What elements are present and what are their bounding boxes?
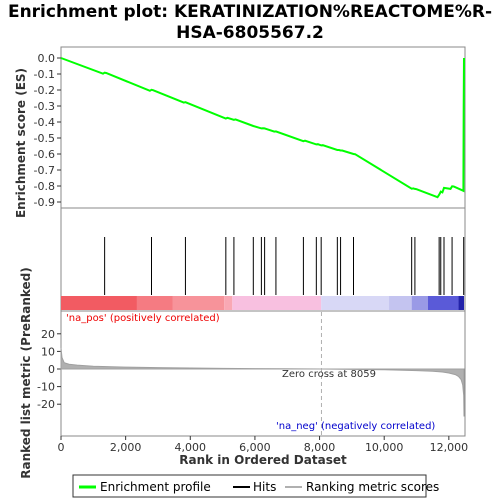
- color-bar-segment: [172, 296, 225, 310]
- es-y-tick-label: -0.9: [34, 196, 55, 209]
- chart-title-line-2: HSA-6805567.2: [176, 23, 324, 43]
- ranking-metric-area: [60, 347, 465, 417]
- ranked-plot-frame: [60, 310, 466, 437]
- color-bar-segment: [136, 296, 173, 310]
- es-y-tick-label: -0.7: [34, 164, 55, 177]
- rank-y-tick-label: 20: [41, 328, 55, 341]
- color-bar-segment: [389, 296, 412, 310]
- es-y-tick-label: -0.8: [34, 180, 55, 193]
- rank-x-tick-label: 10,000: [365, 441, 404, 454]
- rank-x-tick-label: 12,000: [430, 441, 469, 454]
- es-y-tick-label: -0.5: [34, 132, 55, 145]
- color-bar-segment: [427, 296, 459, 310]
- rank-x-tick-label: 8,000: [304, 441, 336, 454]
- es-y-tick-label: -0.4: [34, 116, 55, 129]
- color-bar-segment: [411, 296, 428, 310]
- legend-hits-label: Hits: [253, 480, 276, 494]
- es-y-axis-title: Enrichment score (ES): [14, 68, 28, 218]
- chart-title-line-1: Enrichment plot: KERATINIZATION%REACTOME…: [8, 2, 492, 22]
- legend: Enrichment profile Hits Ranking metric s…: [72, 474, 439, 498]
- es-y-tick-label: -0.2: [34, 84, 55, 97]
- es-y-tick-label: 0.0: [38, 52, 56, 65]
- color-bar-segment: [61, 296, 137, 310]
- zero-cross-label: Zero cross at 8059: [282, 369, 376, 380]
- positive-correlation-label: 'na_pos' (positively correlated): [66, 313, 220, 324]
- es-y-tick-label: -0.6: [34, 148, 55, 161]
- hits-panel: [60, 207, 466, 312]
- ranked-list-panel: 20 10 0 -10 -20 0 2,000 4,000 6,000 8,000 10,000 12…: [19, 267, 468, 479]
- color-bar-segment: [232, 296, 322, 310]
- enrichment-profile-line: [60, 57, 465, 199]
- color-bar-segment: [321, 296, 390, 310]
- legend-ranking-label: Ranking metric scores: [306, 480, 439, 494]
- rank-x-tick-label: 6,000: [239, 441, 271, 454]
- rank-x-tick-label: 0: [58, 441, 65, 454]
- rank-y-tick-label: 10: [41, 345, 55, 358]
- hits-plot-frame: [60, 207, 466, 312]
- es-y-tick-label: -0.3: [34, 100, 55, 113]
- negative-correlation-label: 'na_neg' (negatively correlated): [276, 421, 435, 432]
- rank-x-tick-label: 4,000: [175, 441, 207, 454]
- rank-x-axis-title: Rank in Ordered Dataset: [179, 453, 347, 467]
- color-bar-segment: [224, 296, 233, 310]
- es-y-tick-label: -0.1: [34, 68, 55, 81]
- rank-x-tick-label: 2,000: [110, 441, 142, 454]
- legend-enrichment-label: Enrichment profile: [100, 480, 211, 494]
- rank-y-axis-title: Ranked list metric (PreRanked): [19, 267, 33, 479]
- rank-y-tick-label: 0: [48, 363, 55, 376]
- enrichment-score-panel: 0.0-0.1-0.2-0.3-0.4-0.5-0.6-0.7-0.8-0.9 …: [14, 46, 466, 218]
- rank-y-tick-label: -20: [37, 398, 55, 411]
- color-bar-segment: [458, 296, 465, 310]
- rank-y-tick-label: -10: [37, 381, 55, 394]
